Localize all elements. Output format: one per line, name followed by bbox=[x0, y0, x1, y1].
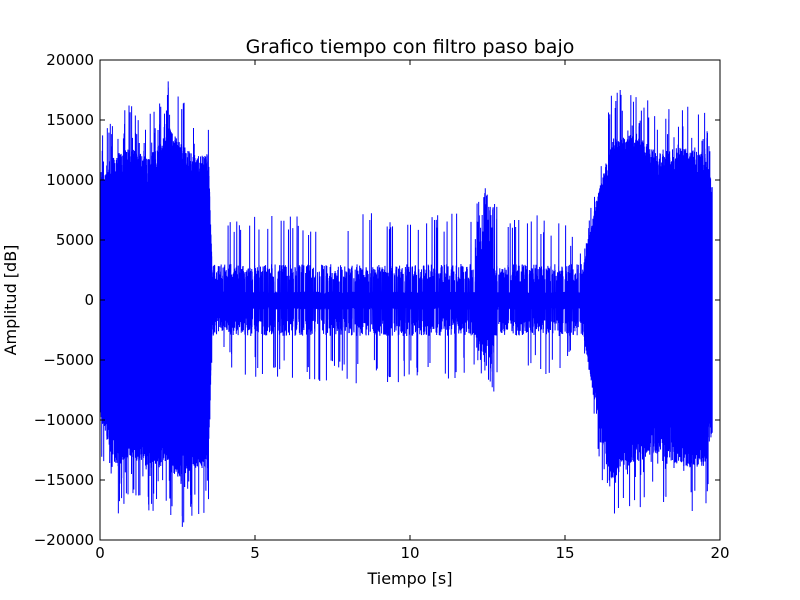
x-tick-label: 20 bbox=[710, 544, 729, 562]
x-axis-title: Tiempo [s] bbox=[366, 569, 452, 588]
axes: 0 5 10 15 20 −20000 −15000 −10000 −5000 0 5000 1000… bbox=[34, 51, 730, 562]
y-tick-label: −20000 bbox=[34, 531, 94, 549]
x-tick-label: 10 bbox=[400, 544, 419, 562]
y-tick-label: 0 bbox=[84, 291, 94, 309]
x-tick-label: 15 bbox=[555, 544, 574, 562]
plot-area bbox=[99, 81, 713, 527]
y-tick-label: 20000 bbox=[46, 51, 94, 69]
y-axis-title: Amplitud [dB] bbox=[1, 245, 20, 356]
y-tick-label: 15000 bbox=[46, 111, 94, 129]
x-tick-label: 5 bbox=[250, 544, 260, 562]
y-tick-label: −10000 bbox=[34, 411, 94, 429]
y-tick-label: −15000 bbox=[34, 471, 94, 489]
signal-series-line bbox=[99, 81, 713, 527]
x-tick-label: 0 bbox=[95, 544, 105, 562]
y-tick-label: 5000 bbox=[56, 231, 94, 249]
chart-title: Grafico tiempo con filtro paso bajo bbox=[246, 36, 575, 58]
y-tick-label: 10000 bbox=[46, 171, 94, 189]
y-tick-label: −5000 bbox=[43, 351, 94, 369]
